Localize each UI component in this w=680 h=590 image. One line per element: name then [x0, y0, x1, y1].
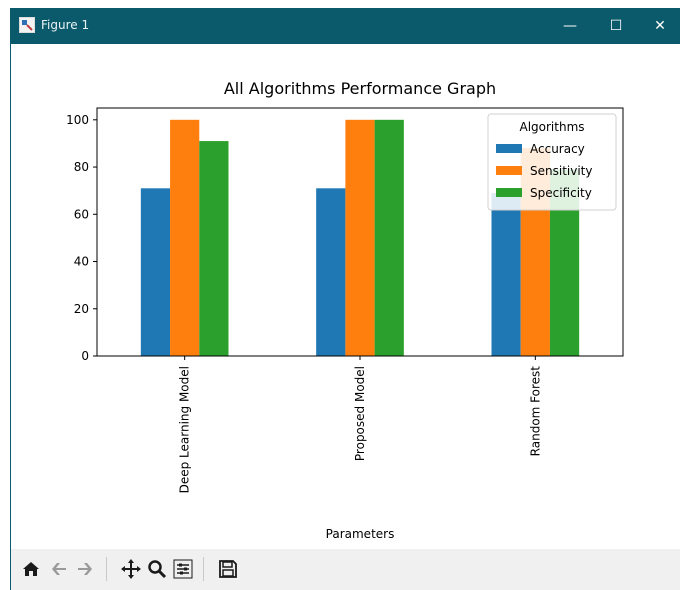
- figure-window: Figure 1 — ☐ ✕ All Algorithms Performanc…: [10, 8, 680, 590]
- maximize-button[interactable]: ☐: [609, 18, 623, 34]
- y-axis: 0 20 40 60 80 100: [66, 113, 97, 363]
- bar-sensitivity-0: [170, 119, 200, 356]
- navigation-toolbar: [11, 549, 680, 590]
- x-tick-label: Deep Learning Model: [178, 366, 192, 493]
- legend-label-sensitivity: Sensitivity: [530, 164, 592, 178]
- close-button[interactable]: ✕: [654, 18, 666, 34]
- pan-icon[interactable]: [119, 557, 143, 581]
- x-tick-label: Random Forest: [528, 366, 542, 457]
- y-tick-label: 100: [66, 113, 89, 127]
- zoom-icon[interactable]: [145, 557, 169, 581]
- bar-specificity-0: [199, 141, 229, 356]
- bar-sensitivity-1: [345, 119, 375, 356]
- legend-swatch-sensitivity: [496, 166, 522, 175]
- y-tick-label: 40: [74, 255, 89, 269]
- bar-specificity-1: [374, 119, 404, 356]
- legend-box: [487, 113, 617, 211]
- home-icon[interactable]: [19, 557, 43, 581]
- figure-canvas[interactable]: All Algorithms Performance Graph 0 20 40 60…: [11, 44, 680, 549]
- x-axis: Deep Learning Model Proposed Model Random …: [178, 356, 542, 493]
- bars-group: [140, 119, 580, 356]
- toolbar-separator: [106, 557, 107, 581]
- bar-accuracy-2: [491, 193, 521, 356]
- legend-label-accuracy: Accuracy: [530, 142, 585, 156]
- y-tick-label: 60: [74, 207, 89, 221]
- bar-accuracy-0: [140, 188, 171, 356]
- toolbar-separator: [203, 557, 204, 581]
- x-axis-label: Parameters: [326, 527, 395, 541]
- bar-chart: All Algorithms Performance Graph 0 20 40 60…: [66, 79, 624, 541]
- forward-arrow-icon[interactable]: [73, 557, 97, 581]
- y-tick-label: 80: [74, 160, 89, 174]
- legend-swatch-accuracy: [496, 144, 522, 153]
- y-tick-label: 0: [81, 349, 89, 363]
- legend-swatch-specificity: [496, 188, 522, 197]
- x-tick-label: Proposed Model: [353, 366, 367, 461]
- bar-accuracy-1: [316, 188, 346, 356]
- chart-title: All Algorithms Performance Graph: [224, 79, 496, 98]
- save-icon[interactable]: [216, 557, 240, 581]
- legend: Algorithms Accuracy Sensitivity Specificity: [487, 113, 617, 211]
- configure-subplots-icon[interactable]: [171, 557, 195, 581]
- back-arrow-icon[interactable]: [47, 557, 71, 581]
- y-tick-label: 20: [74, 302, 89, 316]
- legend-label-specificity: Specificity: [530, 186, 592, 200]
- matplotlib-app-icon: [19, 17, 35, 33]
- legend-title: Algorithms: [519, 120, 584, 134]
- window-title: Figure 1: [41, 18, 90, 32]
- minimize-button[interactable]: —: [563, 18, 577, 34]
- title-bar[interactable]: Figure 1 — ☐ ✕: [11, 8, 680, 44]
